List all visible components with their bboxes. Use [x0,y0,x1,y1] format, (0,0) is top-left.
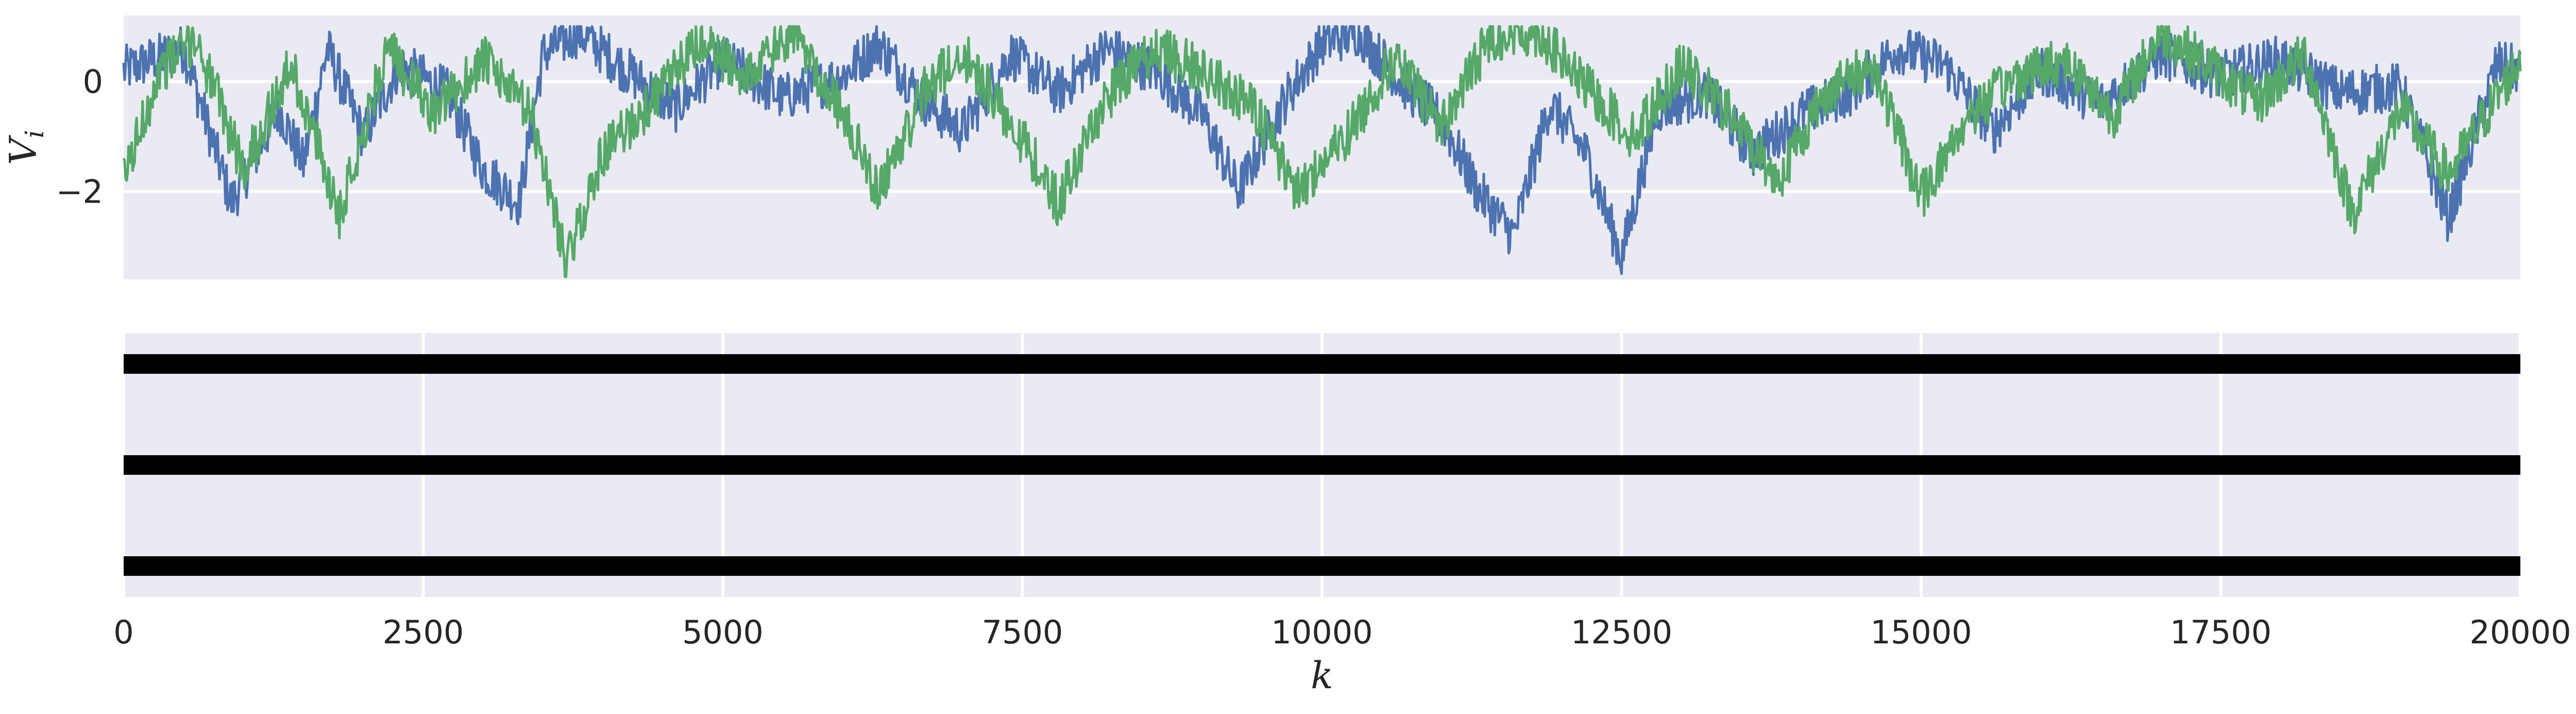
y-axis-label-subscript: i [20,130,49,138]
bottom-panel: 0 2500 5000 7500 10000 12500 15000 17500 20000 k [113,333,2571,697]
top-panel: 0 −2 Vi [2,15,2522,279]
y-axis-label: Vi [2,130,49,165]
bottom-bars-group [124,354,2520,576]
series-line-1 [122,25,2522,278]
x-tick-label: 7500 [982,613,1063,651]
event-bar-0 [124,354,2520,374]
x-tick-label: 2500 [383,613,464,651]
x-tick-label: 17500 [2170,613,2272,651]
event-bar-1 [124,455,2520,475]
top-y-tick-label: −2 [56,173,103,210]
bottom-x-ticks: 0 2500 5000 7500 10000 12500 15000 17500 20000 [113,613,2571,651]
x-tick-label: 10000 [1271,613,1372,651]
x-tick-label: 20000 [2469,613,2571,651]
x-axis-label: k [1311,654,1333,697]
event-bar-2 [124,556,2520,576]
top-y-tick-label: 0 [83,63,103,101]
top-series-group [122,25,2522,278]
x-tick-label: 15000 [1870,613,1972,651]
y-axis-label-main: V [2,135,45,165]
x-tick-label: 12500 [1571,613,1672,651]
x-tick-label: 0 [113,613,133,651]
x-tick-label: 5000 [682,613,764,651]
top-y-ticks: 0 −2 [56,63,103,210]
